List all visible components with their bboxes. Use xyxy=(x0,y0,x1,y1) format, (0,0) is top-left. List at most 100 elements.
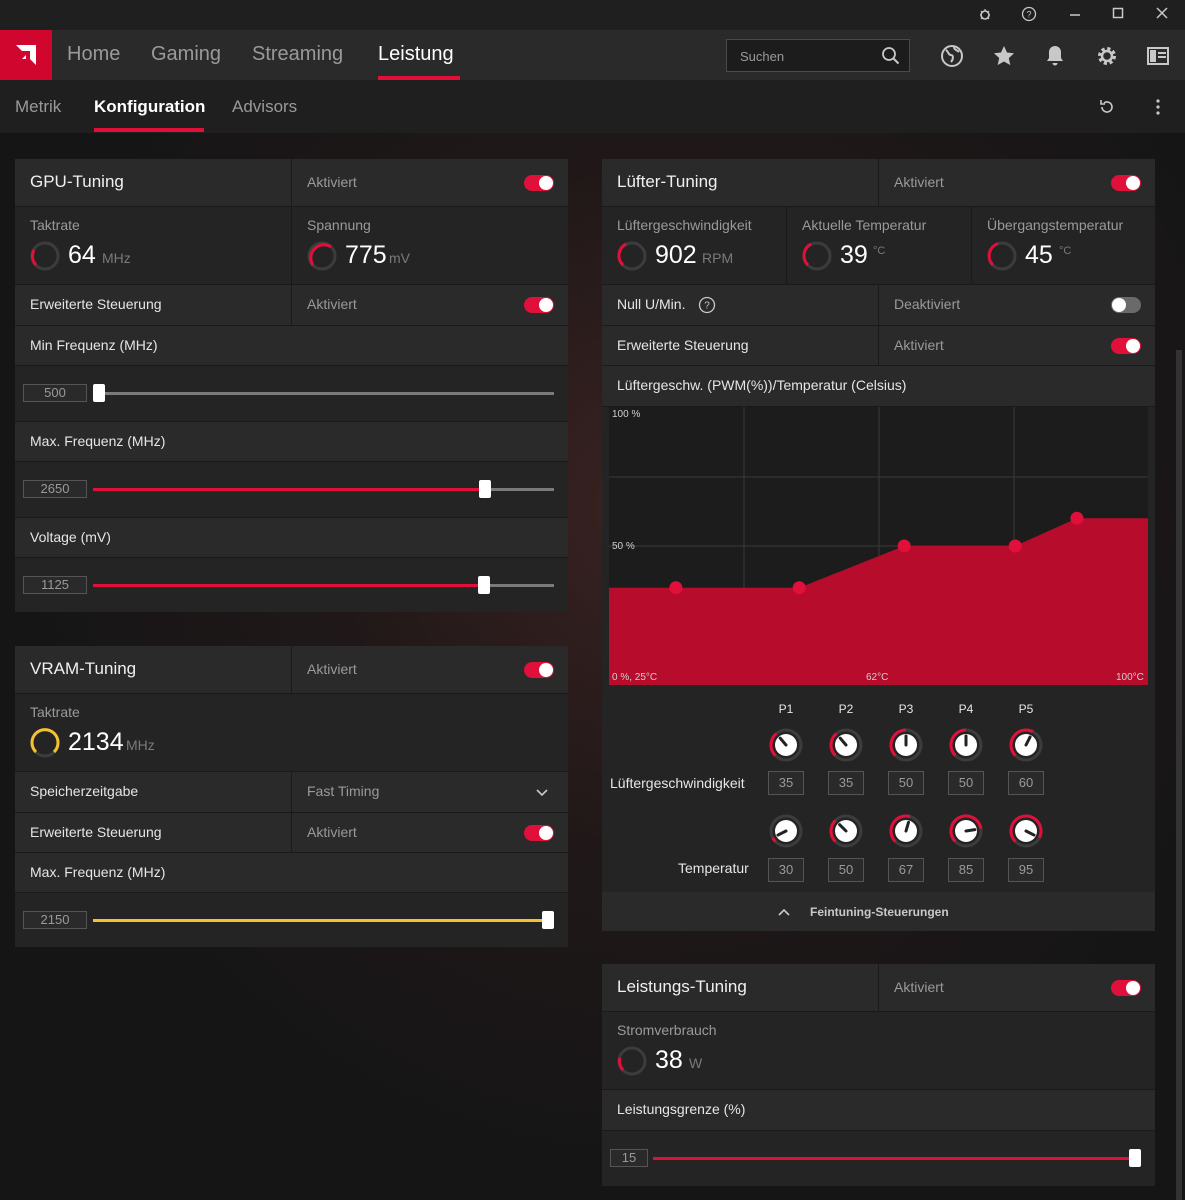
min-freq-header: Min Frequenz (MHz) xyxy=(15,326,568,366)
power-tuning-header: Leistungs-Tuning Aktiviert xyxy=(602,964,1155,1012)
point-label-p2: P2 xyxy=(838,702,854,716)
vram-max-freq-header: Max. Frequenz (MHz) xyxy=(15,853,568,893)
chevron-up-icon[interactable] xyxy=(777,906,791,918)
favorites-star-icon[interactable] xyxy=(992,44,1016,68)
temp-input-p3[interactable]: 67 xyxy=(888,858,924,882)
temperature-knob-p1[interactable] xyxy=(768,813,804,849)
vram-max-freq-input[interactable]: 2150 xyxy=(23,911,87,929)
speed-input-p2[interactable]: 35 xyxy=(828,771,864,795)
vram-tuning-header: VRAM-Tuning Aktiviert xyxy=(15,646,568,694)
fan-curve-area xyxy=(609,518,1148,685)
timing-dropdown[interactable]: Fast Timing xyxy=(307,783,380,799)
gpu-tuning-toggle[interactable] xyxy=(524,175,554,191)
junction-temp-label: Übergangstemperatur xyxy=(987,217,1124,233)
fan-curve-point-p4[interactable] xyxy=(1008,539,1022,553)
nav-tab-streaming[interactable]: Streaming xyxy=(252,43,344,65)
power-limit-input[interactable]: 15 xyxy=(610,1149,648,1167)
temperature-knob-p3[interactable] xyxy=(888,813,924,849)
fan-advanced-row: Erweiterte Steuerung Aktiviert xyxy=(602,326,1155,366)
help-icon[interactable]: ? xyxy=(698,296,716,314)
max-freq-slider-thumb[interactable] xyxy=(479,480,491,498)
chart-x-mid-label: 62°C xyxy=(866,672,889,683)
maximize-icon[interactable] xyxy=(1108,6,1128,24)
power-limit-fill xyxy=(653,1157,1134,1160)
spannung-value: 775 xyxy=(345,241,387,269)
vram-advanced-toggle[interactable] xyxy=(524,825,554,841)
settings-gear-icon[interactable] xyxy=(1095,44,1119,68)
spannung-gauge-icon xyxy=(307,241,337,271)
chevron-down-icon[interactable] xyxy=(535,785,549,799)
vram-taktrate-gauge-icon xyxy=(30,728,60,758)
fan-tuning-toggle[interactable] xyxy=(1111,175,1141,191)
fine-tuning-label[interactable]: Feintuning-Steuerungen xyxy=(810,905,949,919)
temperature-knob-p2[interactable] xyxy=(828,813,864,849)
scrollbar[interactable] xyxy=(1176,350,1182,1200)
speed-input-p3[interactable]: 50 xyxy=(888,771,924,795)
gpu-tuning-panel: GPU-Tuning Aktiviert Taktrate 64 MHz Spa… xyxy=(15,159,568,612)
chart-x-right-label: 100°C xyxy=(1116,672,1144,683)
fan-speed-knob-p1[interactable] xyxy=(768,727,804,763)
fan-curve-point-p3[interactable] xyxy=(897,539,911,553)
temperature-knob-p4[interactable] xyxy=(948,813,984,849)
temperature-knob-p5[interactable] xyxy=(1008,813,1044,849)
vram-max-freq-slider-row: 2150 xyxy=(15,893,568,947)
max-freq-input[interactable]: 2650 xyxy=(23,480,87,498)
nav-tab-leistung[interactable]: Leistung xyxy=(378,43,454,65)
power-limit-slider-thumb[interactable] xyxy=(1129,1149,1141,1167)
fan-speed-value: 902 xyxy=(655,241,697,269)
temp-input-p2[interactable]: 50 xyxy=(828,858,864,882)
fan-curve-point-p1[interactable] xyxy=(669,581,683,595)
fan-curve-svg[interactable] xyxy=(609,407,1148,685)
fan-speed-knob-p2[interactable] xyxy=(828,727,864,763)
notifications-bell-icon[interactable] xyxy=(1043,44,1067,68)
fan-speed-knob-p3[interactable] xyxy=(888,727,924,763)
subtab-konfiguration[interactable]: Konfiguration xyxy=(94,97,206,116)
fan-curve-chart[interactable]: 100 % 50 % 0 %, 25°C 62°C 100°C xyxy=(609,407,1148,685)
speed-input-p5[interactable]: 60 xyxy=(1008,771,1044,795)
power-tuning-toggle[interactable] xyxy=(1111,980,1141,996)
temp-input-p4[interactable]: 85 xyxy=(948,858,984,882)
status-text: Aktiviert xyxy=(894,979,944,995)
fan-curve-point-p2[interactable] xyxy=(792,581,806,595)
nav-tab-gaming[interactable]: Gaming xyxy=(151,43,222,65)
minimize-icon[interactable] xyxy=(1065,6,1085,24)
reset-icon[interactable] xyxy=(1097,97,1117,117)
subtab-metrik[interactable]: Metrik xyxy=(15,97,62,116)
temp-input-p5[interactable]: 95 xyxy=(1008,858,1044,882)
gpu-advanced-toggle[interactable] xyxy=(524,297,554,313)
zero-rpm-toggle[interactable] xyxy=(1111,297,1141,313)
vram-taktrate-label: Taktrate xyxy=(30,704,80,720)
globe-icon[interactable] xyxy=(940,44,964,68)
speed-input-p1[interactable]: 35 xyxy=(768,771,804,795)
amd-logo[interactable] xyxy=(0,30,52,80)
nav-tab-home[interactable]: Home xyxy=(67,43,121,65)
vram-taktrate-unit: MHz xyxy=(126,737,155,753)
min-freq-input[interactable]: 500 xyxy=(23,384,87,402)
power-value: 38 xyxy=(655,1046,683,1074)
fine-tuning-row[interactable]: Feintuning-Steuerungen xyxy=(602,892,1155,931)
temp-input-p1[interactable]: 30 xyxy=(768,858,804,882)
speed-input-p4[interactable]: 50 xyxy=(948,771,984,795)
bug-report-icon[interactable] xyxy=(975,6,995,24)
fan-speed-knob-p4[interactable] xyxy=(948,727,984,763)
timing-row: Speicherzeitgabe Fast Timing xyxy=(15,772,568,813)
help-icon[interactable]: ? xyxy=(1019,6,1039,24)
zero-rpm-status: Deaktiviert xyxy=(894,296,961,312)
subtab-advisors[interactable]: Advisors xyxy=(232,97,298,116)
more-options-icon[interactable] xyxy=(1150,97,1166,117)
voltage-slider-thumb[interactable] xyxy=(478,576,490,594)
fan-speed-knob-p5[interactable] xyxy=(1008,727,1044,763)
search-icon[interactable] xyxy=(881,46,901,66)
sidebar-panel-icon[interactable] xyxy=(1146,44,1170,68)
power-limit-label: Leistungsgrenze (%) xyxy=(617,1101,746,1117)
fan-advanced-toggle[interactable] xyxy=(1111,338,1141,354)
close-icon[interactable] xyxy=(1152,6,1172,24)
min-freq-slider-thumb[interactable] xyxy=(93,384,105,402)
svg-text:?: ? xyxy=(704,301,710,312)
vram-max-freq-slider-thumb[interactable] xyxy=(542,911,554,929)
voltage-input[interactable]: 1125 xyxy=(23,576,87,594)
search-input[interactable]: Suchen xyxy=(726,39,910,72)
vram-tuning-toggle[interactable] xyxy=(524,662,554,678)
fan-curve-title: Lüftergeschw. (PWM(%))/Temperatur (Celsi… xyxy=(617,377,907,393)
fan-curve-point-p5[interactable] xyxy=(1070,511,1084,525)
